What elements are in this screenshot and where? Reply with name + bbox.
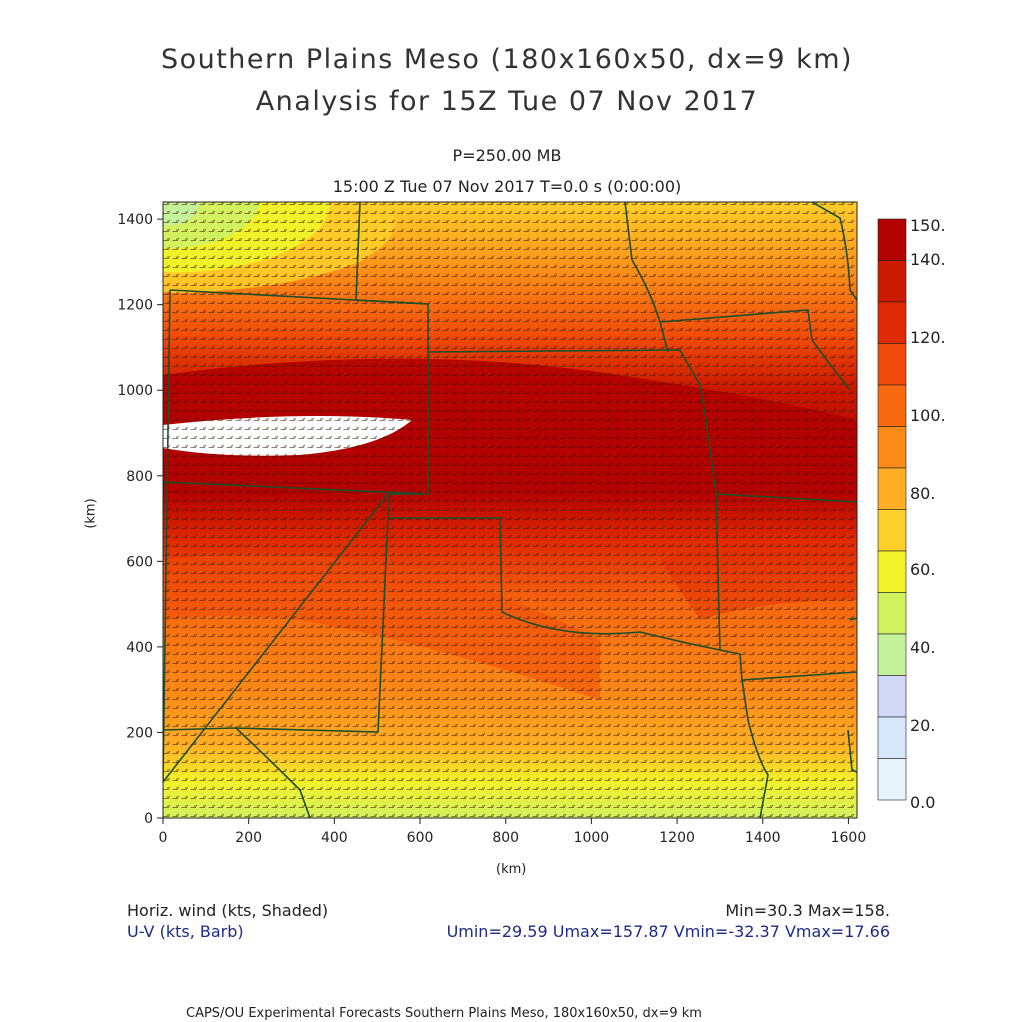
colorbar-label: 0.0: [910, 793, 935, 812]
y-axis-label: (km): [83, 498, 99, 529]
colorbar-swatch: [877, 426, 907, 469]
x-axis: 0 200 400 600 800 1000 1200 1400 1600: [159, 818, 867, 846]
colorbar-swatch: [877, 343, 907, 386]
colorbar-swatch: [877, 301, 907, 344]
y-tick-label: 1200: [117, 298, 153, 314]
title-line-2: Analysis for 15Z Tue 07 Nov 2017: [255, 86, 759, 117]
x-axis-label: (km): [496, 862, 527, 877]
colorbar-swatch: [877, 592, 907, 635]
title-line-1: Southern Plains Meso (180x160x50, dx=9 k…: [160, 44, 854, 75]
colorbar-label: 100.: [910, 406, 946, 425]
x-tick-label: 1000: [574, 830, 610, 846]
y-tick-label: 0: [144, 811, 153, 827]
colorbar-swatch: [877, 550, 907, 593]
y-tick-label: 1000: [117, 383, 153, 399]
colorbar-label: 120.: [910, 328, 946, 347]
x-tick-label: 800: [492, 830, 519, 846]
colorbar: 150. 140. 120. 100. 80. 60. 40. 20. 0.0: [877, 216, 946, 812]
field-label: Horiz. wind (kts, Shaded): [127, 901, 329, 920]
state-borders: [163, 202, 857, 818]
uv-stats: Umin=29.59 Umax=157.87 Vmin=-32.37 Vmax=…: [446, 922, 890, 941]
colorbar-swatch: [877, 260, 907, 303]
colorbar-swatch: [877, 384, 907, 427]
y-axis: 0 200 400 600 800 1000 1200 1400: [117, 212, 163, 827]
colorbar-label: 150.: [910, 216, 946, 235]
x-tick-label: 1400: [745, 830, 781, 846]
footer-credit: CAPS/OU Experimental Forecasts Southern …: [186, 1006, 702, 1021]
colorbar-label: 140.: [910, 250, 946, 269]
y-tick-label: 800: [126, 469, 153, 485]
valid-time: 15:00 Z Tue 07 Nov 2017 T=0.0 s (0:00:00…: [332, 177, 682, 196]
y-tick-label: 1400: [117, 212, 153, 228]
x-tick-label: 200: [235, 830, 262, 846]
y-tick-label: 400: [126, 640, 153, 656]
colorbar-swatch: [877, 758, 907, 801]
shaded-field: [163, 202, 857, 818]
colorbar-label: 40.: [910, 638, 935, 657]
colorbar-swatch: [877, 716, 907, 759]
colorbar-swatch: [877, 675, 907, 718]
colorbar-label: 60.: [910, 560, 935, 579]
colorbar-swatch: [877, 633, 907, 676]
x-tick-label: 600: [407, 830, 434, 846]
colorbar-swatch: [877, 467, 907, 510]
x-tick-label: 1600: [831, 830, 867, 846]
colorbar-label: 80.: [910, 484, 935, 503]
x-tick-label: 1200: [659, 830, 695, 846]
y-tick-label: 200: [126, 725, 153, 741]
y-tick-label: 600: [126, 554, 153, 570]
colorbar-label: 20.: [910, 716, 935, 735]
min-max: Min=30.3 Max=158.: [725, 901, 890, 920]
pressure-level: P=250.00 MB: [452, 146, 562, 165]
x-tick-label: 0: [159, 830, 168, 846]
colorbar-swatch: [877, 509, 907, 552]
x-tick-label: 400: [321, 830, 348, 846]
plot-frame: [162, 201, 858, 819]
colorbar-swatch: [877, 218, 907, 261]
vector-label: U-V (kts, Barb): [127, 922, 244, 941]
